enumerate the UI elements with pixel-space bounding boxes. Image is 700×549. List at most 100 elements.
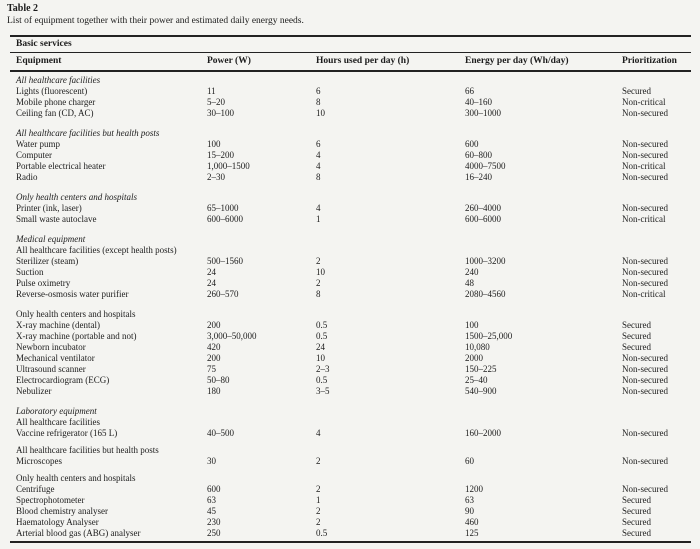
cell-energy: 48 — [465, 278, 474, 288]
cell-equipment: Mobile phone charger — [16, 97, 96, 107]
table-row: Portable electrical heater 1,000–1500 4 400… — [16, 161, 691, 172]
table-row: Nebulizer 180 3–5 540–900 Non-secured — [16, 386, 691, 397]
cell-equipment: Microscopes — [16, 456, 62, 466]
column-header-prioritization: Prioritization — [622, 56, 677, 66]
cell-prioritization: Non-secured — [622, 456, 668, 466]
table-row: Radio 2–30 8 16–240 Non-secured — [16, 172, 691, 183]
cell-power: 2–30 — [207, 172, 225, 182]
cell-hours: 0.5 — [316, 320, 328, 330]
section-row: Medical equipment — [16, 234, 691, 245]
cell-power: 600 — [207, 484, 221, 494]
cell-hours: 0.5 — [316, 375, 328, 385]
cell-equipment: Reverse-osmosis water purifier — [16, 289, 129, 299]
cell-prioritization: Non-secured — [622, 172, 668, 182]
cell-power: 45 — [207, 506, 216, 516]
cell-energy: 460 — [465, 517, 479, 527]
table-row: Arterial blood gas (ABG) analyser 250 0.5 1… — [16, 528, 691, 539]
cell-equipment: Lights (fluorescent) — [16, 86, 88, 96]
column-header-equipment: Equipment — [16, 56, 62, 66]
cell-power: 50–80 — [207, 375, 230, 385]
cell-power: 230 — [207, 517, 221, 527]
section-row: All healthcare facilities (except health… — [16, 245, 691, 256]
column-header-power: Power (W) — [207, 56, 251, 66]
cell-power: 5–20 — [207, 97, 225, 107]
table-row: Water pump 100 6 600 Non-secured — [16, 139, 691, 150]
section-label: Laboratory equipment — [16, 406, 97, 416]
cell-equipment: Water pump — [16, 139, 61, 149]
cell-hours: 4 — [316, 428, 321, 438]
cell-power: 250 — [207, 528, 221, 538]
table-caption: List of equipment together with their po… — [7, 16, 304, 26]
section-label: All healthcare facilities — [16, 417, 100, 427]
cell-prioritization: Non-secured — [622, 278, 668, 288]
cell-equipment: X-ray machine (dental) — [16, 320, 100, 330]
section-label: All healthcare facilities (except health… — [16, 245, 177, 255]
cell-hours: 10 — [316, 353, 325, 363]
cell-power: 11 — [207, 86, 216, 96]
table-row: Vaccine refrigerator (165 L) 40–500 4 160–2… — [16, 428, 691, 439]
cell-prioritization: Non-secured — [622, 484, 668, 494]
table-row: Suction 24 10 240 Non-secured — [16, 267, 691, 278]
cell-equipment: Ceiling fan (CD, AC) — [16, 108, 94, 118]
cell-hours: 8 — [316, 97, 321, 107]
cell-power: 200 — [207, 320, 221, 330]
table-row: Lights (fluorescent) 11 6 66 Secured — [16, 86, 691, 97]
cell-hours: 1 — [316, 495, 321, 505]
row-spacer — [16, 300, 691, 309]
cell-prioritization: Non-secured — [622, 386, 668, 396]
cell-equipment: Printer (ink, laser) — [16, 203, 82, 213]
cell-energy: 63 — [465, 495, 474, 505]
cell-energy: 60–800 — [465, 150, 492, 160]
cell-equipment: Small waste autoclave — [16, 214, 97, 224]
table-row: Mobile phone charger 5–20 8 40–160 Non-criti… — [16, 97, 691, 108]
section-row: All healthcare facilities — [16, 417, 691, 428]
cell-energy: 66 — [465, 86, 474, 96]
cell-prioritization: Secured — [622, 528, 651, 538]
cell-hours: 4 — [316, 161, 321, 171]
table-row: Centrifuge 600 2 1200 Non-secured — [16, 484, 691, 495]
cell-equipment: Suction — [16, 267, 44, 277]
section-row: Only health centers and hospitals — [16, 309, 691, 320]
cell-hours: 2 — [316, 456, 321, 466]
cell-hours: 6 — [316, 86, 321, 96]
table-row: Pulse oximetry 24 2 48 Non-secured — [16, 278, 691, 289]
table-row: Newborn incubator 420 24 10,080 Secured — [16, 342, 691, 353]
cell-hours: 2 — [316, 506, 321, 516]
table-row: Ceiling fan (CD, AC) 30–100 10 300–1000 Non-… — [16, 108, 691, 119]
cell-prioritization: Non-secured — [622, 428, 668, 438]
cell-equipment: Spectrophotometer — [16, 495, 85, 505]
table-row: Blood chemistry analyser 45 2 90 Secured — [16, 506, 691, 517]
group-header-label: Basic services — [16, 39, 72, 49]
cell-power: 500–1560 — [207, 256, 243, 266]
cell-power: 30 — [207, 456, 216, 466]
cell-equipment: Ultrasound scanner — [16, 364, 86, 374]
cell-hours: 10 — [316, 267, 325, 277]
cell-prioritization: Secured — [622, 320, 651, 330]
cell-hours: 3–5 — [316, 386, 330, 396]
cell-energy: 150–225 — [465, 364, 497, 374]
cell-equipment: Portable electrical heater — [16, 161, 106, 171]
cell-equipment: Mechanical ventilator — [16, 353, 95, 363]
cell-hours: 0.5 — [316, 331, 328, 341]
cell-energy: 125 — [465, 528, 479, 538]
column-header-energy: Energy per day (Wh/day) — [465, 56, 569, 66]
cell-prioritization: Non-critical — [622, 97, 666, 107]
section-label: All healthcare facilities but health pos… — [16, 445, 159, 455]
section-row: Only health centers and hospitals — [16, 473, 691, 484]
cell-power: 40–500 — [207, 428, 234, 438]
row-spacer — [16, 225, 691, 234]
cell-power: 100 — [207, 139, 221, 149]
cell-energy: 90 — [465, 506, 474, 516]
cell-prioritization: Non-critical — [622, 214, 666, 224]
table-row: Mechanical ventilator 200 10 2000 Non-secure… — [16, 353, 691, 364]
cell-energy: 16–240 — [465, 172, 492, 182]
cell-power: 180 — [207, 386, 221, 396]
cell-prioritization: Secured — [622, 86, 651, 96]
cell-equipment: Haematology Analyser — [16, 517, 99, 527]
section-row: Only health centers and hospitals — [16, 192, 691, 203]
cell-prioritization: Non-secured — [622, 375, 668, 385]
cell-power: 600–6000 — [207, 214, 243, 224]
cell-equipment: Sterilizer (steam) — [16, 256, 79, 266]
cell-power: 420 — [207, 342, 221, 352]
